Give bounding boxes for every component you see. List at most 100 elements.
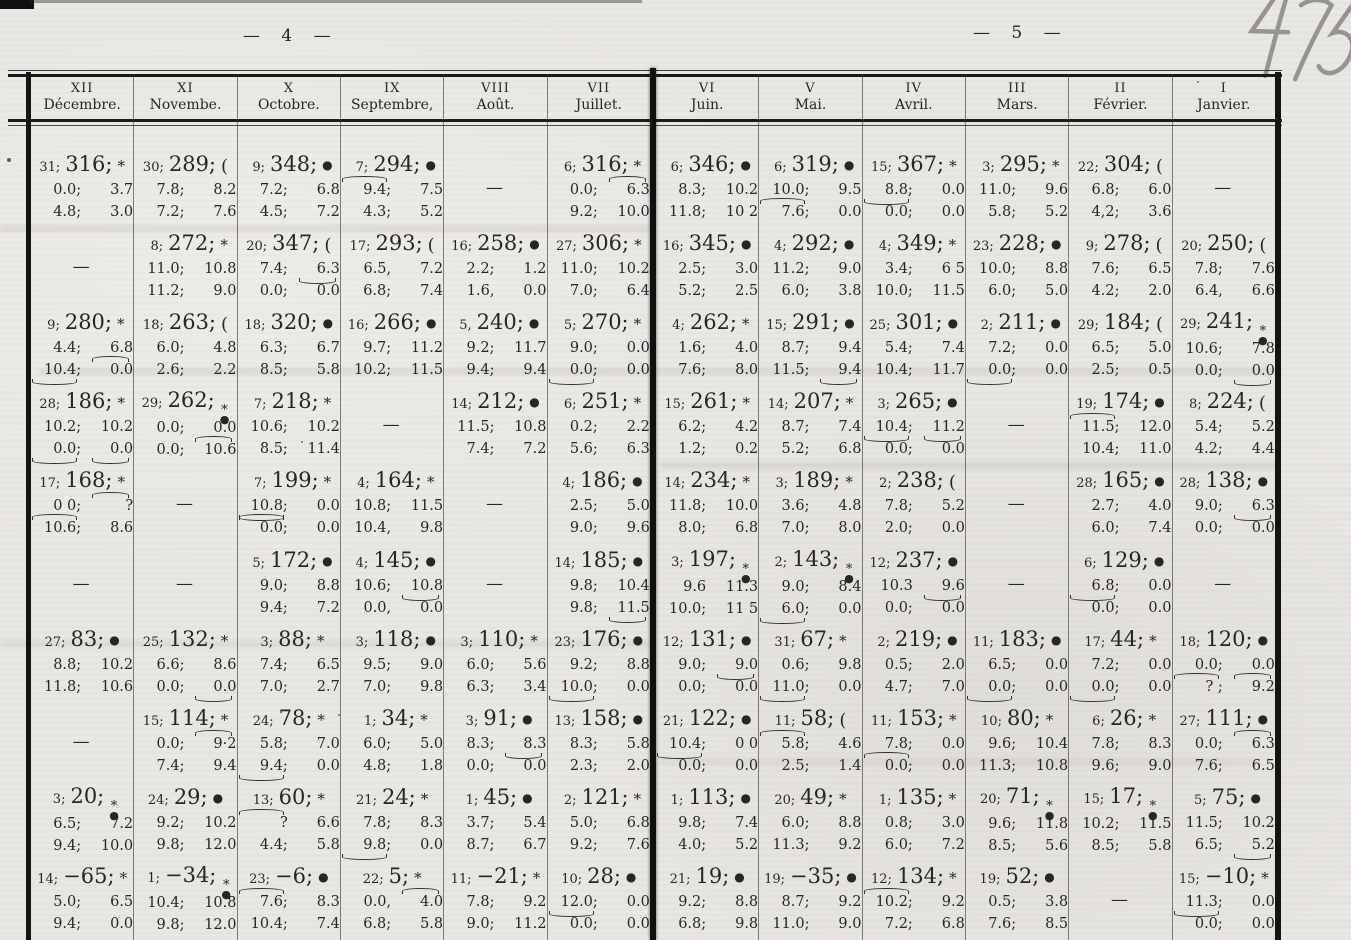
data-cell: 15; 17; * ● 10.2; 11.5 8.5; 5.8: [1069, 782, 1171, 861]
disc-symbol: ●: [425, 553, 436, 568]
value-number: 9.6: [683, 578, 707, 595]
paper-smudge: [40, 368, 1280, 375]
data-cell: 27; 83; ● 8.8; 10.2 11.8; 10.6: [31, 623, 133, 702]
cell-head: 16; 258; ●: [451, 232, 540, 258]
value-pair: 6.0; 4.8: [134, 338, 237, 359]
value-number: 9.8;: [156, 837, 185, 854]
column-header: II Février.: [1069, 74, 1171, 120]
value-number: 6.3: [298, 259, 340, 284]
value-number: 10.8: [514, 419, 547, 436]
data-cell: 6; 129; ● 6.8; 0.0 0.0; 0.0: [1069, 544, 1171, 623]
month-name: Février.: [1093, 97, 1148, 113]
star-symbol: *: [220, 710, 229, 729]
value-number: 10.2: [100, 656, 134, 673]
cell-head: 2; 121; *: [556, 786, 641, 812]
day-number: 22;: [362, 872, 384, 888]
value-number: 2.2: [213, 361, 237, 378]
value-number: 9.8;: [678, 815, 707, 832]
value-pair: 11.5; 10.2: [1173, 813, 1275, 834]
data-cell: 10; 28; ● 12.0; 0.0 0.0; 0.0: [548, 861, 650, 940]
value-number: 8.0: [838, 520, 862, 537]
disc-glyph: ●: [844, 571, 854, 585]
value-number: 10.4;: [863, 417, 913, 443]
data-cell: 1; −34; * ● 10.4; 10.8 9.8; 12.0: [134, 861, 236, 940]
value-number: 0.0;: [156, 678, 185, 695]
value-pair: 10.4, 9.8: [341, 518, 443, 539]
day-number: 2;: [774, 554, 788, 570]
month-column: X Octobre. 9; 348; ● 7.2; 6.8 4.5; 7.2 20; 347;(7.…: [238, 74, 341, 940]
month-name: Avril.: [895, 97, 933, 113]
cell-value: 91;: [483, 705, 518, 730]
star-disc-symbol: * ●: [1045, 800, 1055, 821]
data-cell: 11; 153; * 7.8; 0.0 0.0; 0.0: [863, 702, 965, 781]
value-pair: 7.2; 7.6: [134, 202, 237, 223]
cell-value: 80;: [1006, 705, 1041, 730]
cell-value: 197;: [688, 546, 736, 571]
value-number: 0.0;: [156, 420, 185, 437]
value-pair: 10.0; 9.5: [759, 180, 861, 201]
data-cell: 3; 20; * ● 6.5; 7.2 9.4; 10.0: [31, 782, 133, 861]
data-cell: 11; −21; * 7.8; 9.2 9.0; 11.2: [444, 861, 547, 940]
disc-symbol: ●: [740, 632, 752, 647]
data-cell: 23; 176; ● 9.2; 8.8 10.0; 0.0: [548, 623, 650, 702]
cell-head: 3; 295; *: [975, 153, 1059, 179]
value-number: 10.2;: [353, 361, 392, 378]
value-number: 10.6: [100, 678, 134, 695]
value-pair: 11.0; 0.0: [759, 677, 861, 702]
value-number: 1.2: [523, 260, 547, 277]
day-number: 20;: [774, 793, 796, 809]
day-number: 13;: [252, 793, 274, 809]
value-number: 10.2: [307, 419, 340, 436]
value-pair: 8.8; 10.2: [31, 655, 133, 676]
value-number: 0.0: [523, 282, 547, 299]
cell-head: 28; 186; *: [39, 390, 125, 416]
value-number: 6.8;: [1069, 576, 1119, 601]
data-cell: —: [1173, 544, 1275, 623]
value-number: 5.6: [1045, 838, 1069, 855]
value-number: 5.8;: [259, 735, 288, 752]
value-number: 7.2;: [988, 339, 1017, 356]
value-pair: 0.0; 0.0: [1069, 598, 1172, 619]
disc-symbol: ●: [425, 157, 436, 172]
cell-head: 16; 266; ●: [348, 311, 437, 337]
value-number: 10.2: [1242, 815, 1275, 832]
value-number: 8.0;: [678, 520, 707, 537]
value-pair: 0.0; 0.0: [966, 360, 1068, 385]
day-number: 19;: [1076, 397, 1098, 413]
value-pair: 7.8; 8.3: [341, 813, 443, 834]
day-number: 24;: [147, 793, 169, 809]
value-number: 2.0: [941, 656, 965, 673]
right-page-columns: VI Juin. 6; 346; ● 8.3; 10.2 11.8; 10 2 16; 345; ● 2…: [656, 74, 1275, 940]
value-number: 2.0: [1148, 282, 1172, 299]
data-cell: 8; 224;(5.4; 5.2 4.2; 4.4: [1173, 386, 1275, 465]
value-number: 9.8;: [569, 599, 598, 616]
star-symbol: *: [742, 394, 750, 413]
value-number: 10.6: [194, 436, 236, 461]
value-number: 6.8;: [1091, 181, 1120, 198]
data-cell: 1; 135; * 0.8; 3.0 6.0; 7.2: [863, 782, 965, 861]
day-number: 12;: [662, 634, 684, 650]
data-cell: 11; 183; ● 6.5; 0.0 0.0; 0.0: [966, 623, 1068, 702]
day-number: 23;: [972, 238, 994, 254]
disc-symbol: ●: [109, 632, 120, 647]
value-number: 9.2;: [156, 815, 185, 832]
no-entry-dash: —: [485, 494, 505, 515]
value-pair: 6.8; 6.0: [1069, 180, 1172, 201]
data-cell: 21; 122; ● 10.4; 0 0 0.0; 0.0: [656, 702, 758, 781]
value-pair: 9.4; 9.4: [444, 360, 547, 381]
value-number: 3.8: [1045, 894, 1069, 911]
value-pair: 4.8; 3.0: [31, 202, 133, 223]
day-number: 13;: [554, 713, 576, 729]
cell-head: 28; 165; ●: [1076, 469, 1165, 495]
cell-head: 12; 134; *: [871, 865, 957, 891]
value-pair: 6.5, 7.2: [341, 259, 443, 280]
value-pair: 2.5; 3.0: [656, 259, 758, 280]
value-number: 9.6;: [988, 816, 1017, 833]
cell-value: 316;: [65, 151, 113, 176]
disc-symbol: ●: [947, 315, 959, 330]
value-pair: 7.2; 0.0: [966, 338, 1068, 359]
star-symbol: *: [420, 710, 428, 729]
disc-glyph: ●: [221, 888, 231, 902]
value-number: 11.2: [410, 339, 444, 356]
column-header: IV Avril.: [863, 74, 965, 120]
